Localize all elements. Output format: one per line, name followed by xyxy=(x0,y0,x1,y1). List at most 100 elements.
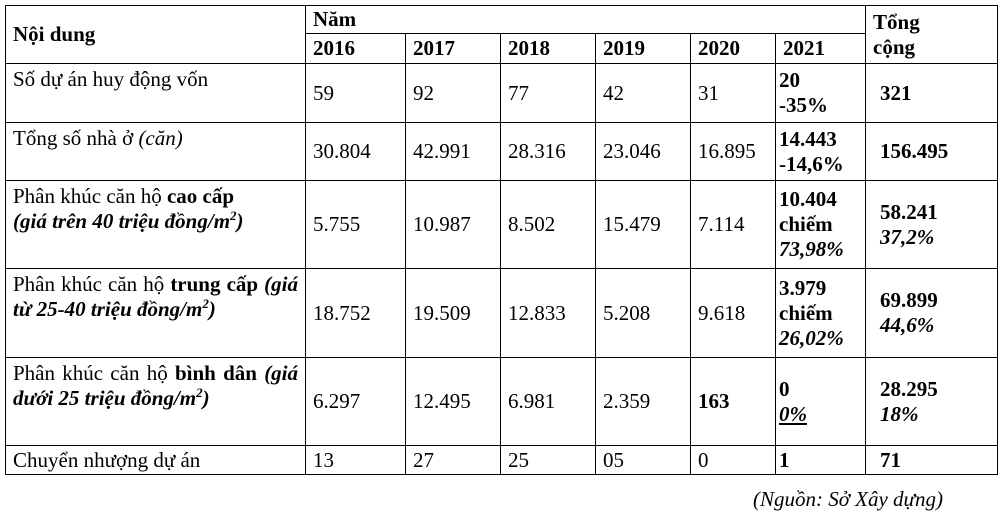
cell: 12.495 xyxy=(405,357,501,446)
label-text: ) xyxy=(202,386,210,410)
header-total-text: cộng xyxy=(873,34,916,59)
cell: 42.991 xyxy=(405,122,501,181)
label-text: (căn) xyxy=(138,126,183,150)
header-total: Tổng cộng xyxy=(865,5,999,64)
header-year: 2017 xyxy=(405,33,501,64)
header-year: 2016 xyxy=(305,33,406,64)
cell-total: 71 xyxy=(865,445,999,475)
cell: 6.981 xyxy=(500,357,596,446)
row-label: Tổng số nhà ở (căn) xyxy=(5,122,306,181)
label-text: ) xyxy=(236,209,244,233)
cell: 25 xyxy=(500,445,596,475)
row-label: Số dự án huy động vốn xyxy=(5,63,306,123)
cell-text: 20 xyxy=(779,68,800,92)
label-text: ) xyxy=(208,297,216,321)
cell: 5.755 xyxy=(305,180,406,269)
cell: 05 xyxy=(595,445,691,475)
header-year: 2019 xyxy=(595,33,691,64)
cell: 12.833 xyxy=(500,268,596,358)
label-text: (giá từ 25-40 triệu đồng/m xyxy=(13,272,298,321)
cell: 16.895 xyxy=(690,122,776,181)
cell: 13 xyxy=(305,445,406,475)
label-text: 2 xyxy=(202,296,209,311)
label-text: Phân khúc căn hộ xyxy=(13,361,175,385)
cell: 2.359 xyxy=(595,357,691,446)
cell-total: 69.899 44,6% xyxy=(865,268,999,358)
cell: 59 xyxy=(305,63,406,123)
label-text: Chuyển nhượng dự án xyxy=(13,447,201,472)
label-text: bình dân xyxy=(174,361,257,385)
cell: 7.114 xyxy=(690,180,776,269)
cell-total: 28.295 18% xyxy=(865,357,999,446)
cell-text: 71 xyxy=(880,447,902,472)
row-label: Phân khúc căn hộ trung cấp (giá từ 25-40… xyxy=(5,268,306,358)
cell: 9.618 xyxy=(690,268,776,358)
cell-text: -35% xyxy=(779,93,828,117)
data-table: Nội dung Năm Tổng cộng 2016 2017 2018 2019 20… xyxy=(5,5,999,475)
row-label: Phân khúc căn hộ bình dân (giá dưới 25 t… xyxy=(5,357,306,446)
cell: 77 xyxy=(500,63,596,123)
label-text: trung cấp xyxy=(170,272,259,296)
cell: 28.316 xyxy=(500,122,596,181)
header-year: 2021 xyxy=(774,33,867,64)
cell: 6.297 xyxy=(305,357,406,446)
cell-text: 18% xyxy=(880,401,919,426)
cell-total: 321 xyxy=(865,63,999,123)
cell-text: 73,98% xyxy=(779,237,844,261)
row: Tổng số nhà ở (căn) 30.804 42.991 28.316 23… xyxy=(5,122,999,181)
cell-text: chiếm xyxy=(779,300,833,325)
cell-text: 3.979 xyxy=(779,275,827,300)
cell-text: 14.443 xyxy=(779,126,837,151)
label-text: cao cấp xyxy=(166,184,235,208)
cell-total: 58.241 37,2% xyxy=(865,180,999,269)
row: Phân khúc căn hộ cao cấp (giá trên 40 tri… xyxy=(5,180,999,269)
cell: 31 xyxy=(690,63,776,123)
cell: 92 xyxy=(405,63,501,123)
cell-text: 10.404 xyxy=(779,187,837,211)
label-text: 2 xyxy=(196,385,203,400)
label-text: Phân khúc căn hộ xyxy=(13,272,171,296)
label-text: (giá trên 40 triệu đồng/m xyxy=(13,209,231,233)
cell-2021: 1 xyxy=(774,445,867,475)
label-text: (giá dưới 25 triệu đồng/m xyxy=(13,361,299,410)
row: Phân khúc căn hộ bình dân (giá dưới 25 t… xyxy=(5,357,999,446)
cell: 23.046 xyxy=(595,122,691,181)
cell: 42 xyxy=(595,63,691,123)
row: Số dự án huy động vốn 59 92 77 42 31 20 -35% … xyxy=(5,63,999,123)
cell-total: 156.495 xyxy=(865,122,999,181)
row-label: Phân khúc căn hộ cao cấp (giá trên 40 tri… xyxy=(5,180,306,269)
cell: 10.987 xyxy=(405,180,501,269)
header-content: Nội dung xyxy=(5,5,306,64)
cell-text: 58.241 xyxy=(880,199,938,224)
cell-text: -14,6% xyxy=(779,151,844,176)
cell-2021: 3.979 chiếm 26,02% xyxy=(774,268,867,358)
header-total-text: Tổng xyxy=(873,9,920,34)
cell-2021: 10.404 chiếm 73,98% xyxy=(774,180,867,269)
cell-text: 156.495 xyxy=(880,139,949,163)
cell: 5.208 xyxy=(595,268,691,358)
cell-text: 0% xyxy=(779,401,807,426)
cell-text: chiếm xyxy=(779,212,833,236)
label-text: Phân khúc căn hộ xyxy=(13,184,167,208)
source-note: (Nguồn: Sở Xây dựng) xyxy=(752,487,943,511)
cell: 8.502 xyxy=(500,180,596,269)
row-label: Chuyển nhượng dự án xyxy=(5,445,306,475)
header-year-group: Năm xyxy=(304,5,867,34)
cell-text: 321 xyxy=(880,80,912,105)
row: Phân khúc căn hộ trung cấp (giá từ 25-40… xyxy=(5,268,999,358)
cell: 18.752 xyxy=(305,268,406,358)
cell-text: 1 xyxy=(779,447,790,472)
header-year: 2020 xyxy=(690,33,776,64)
cell: 15.479 xyxy=(595,180,691,269)
cell: 30.804 xyxy=(305,122,406,181)
label-text: Số dự án huy động vốn xyxy=(13,67,209,91)
cell-2021: 14.443 -14,6% xyxy=(774,122,867,181)
cell-text: 28.295 xyxy=(880,376,938,401)
cell-text: 0 xyxy=(779,376,790,401)
cell: 27 xyxy=(405,445,501,475)
label-text: Tổng số nhà ở xyxy=(13,126,139,150)
header-year: 2018 xyxy=(500,33,596,64)
cell-text: 69.899 xyxy=(880,288,938,312)
label-text: 2 xyxy=(230,208,237,223)
